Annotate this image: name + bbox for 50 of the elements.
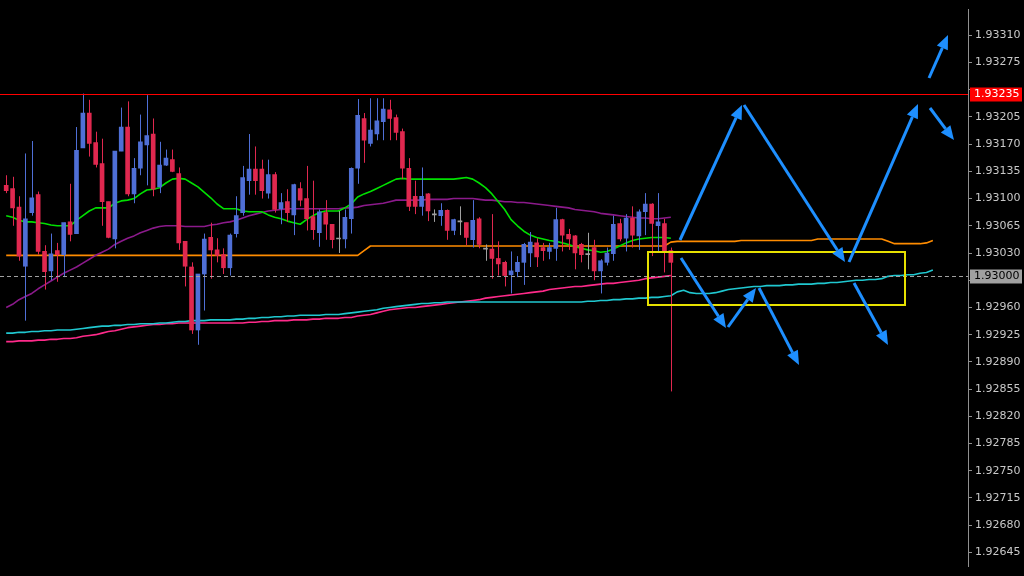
- candlestick: [317, 208, 322, 248]
- candlestick: [387, 99, 392, 141]
- candlestick: [208, 222, 214, 280]
- y-tick-label: 1.92785: [975, 436, 1021, 450]
- y-tick-label: 1.93065: [975, 218, 1021, 232]
- y-tick-label: 1.92680: [975, 518, 1021, 532]
- candlestick: [368, 97, 373, 147]
- candlestick: [598, 258, 603, 294]
- candlestick: [642, 192, 648, 236]
- candlestick: [29, 140, 35, 217]
- y-tick-label: 1.93205: [975, 109, 1021, 123]
- candlestick: [221, 247, 226, 275]
- candlestick: [42, 244, 47, 291]
- y-tick-label: 1.93100: [975, 191, 1021, 205]
- candlestick: [54, 242, 60, 283]
- y-tick-label: 1.93170: [975, 136, 1021, 150]
- y-tick-label: 1.92890: [975, 354, 1021, 368]
- candlestick: [464, 222, 469, 246]
- ref-line-label: 1.93000: [974, 269, 1020, 283]
- candlestick: [649, 202, 654, 257]
- ref-line-label: 1.93235: [974, 87, 1020, 101]
- candlestick: [515, 255, 520, 278]
- candlestick: [157, 141, 162, 194]
- y-tick-label: 1.93310: [975, 28, 1021, 42]
- candlestick: [323, 199, 329, 241]
- candlestick: [419, 166, 424, 217]
- candlestick: [585, 232, 591, 270]
- y-tick-label: 1.93135: [975, 164, 1021, 178]
- candlestick: [304, 165, 309, 231]
- candlestick: [470, 199, 476, 249]
- y-tick-label: 1.92925: [975, 327, 1021, 341]
- y-tick-label: 1.92715: [975, 490, 1021, 504]
- candlestick: [617, 218, 623, 242]
- candlestick: [412, 180, 418, 215]
- candlestick: [579, 242, 584, 263]
- candlestick: [630, 205, 635, 249]
- y-tick-label: 1.92855: [975, 381, 1021, 395]
- candlestick: [534, 237, 539, 268]
- y-tick-label: 1.92960: [975, 300, 1021, 314]
- y-tick-label: 1.92750: [975, 463, 1021, 477]
- y-tick-label: 1.93030: [975, 245, 1021, 259]
- candlestick: [265, 159, 271, 200]
- candlestick: [380, 97, 386, 141]
- candlestick: [527, 231, 533, 268]
- y-tick-label: 1.93275: [975, 55, 1021, 69]
- y-tick-label: 1.92820: [975, 409, 1021, 423]
- candlestick: [285, 188, 290, 223]
- candlestick: [233, 195, 239, 238]
- candlestick: [438, 202, 444, 227]
- y-tick-label: 1.92645: [975, 545, 1021, 559]
